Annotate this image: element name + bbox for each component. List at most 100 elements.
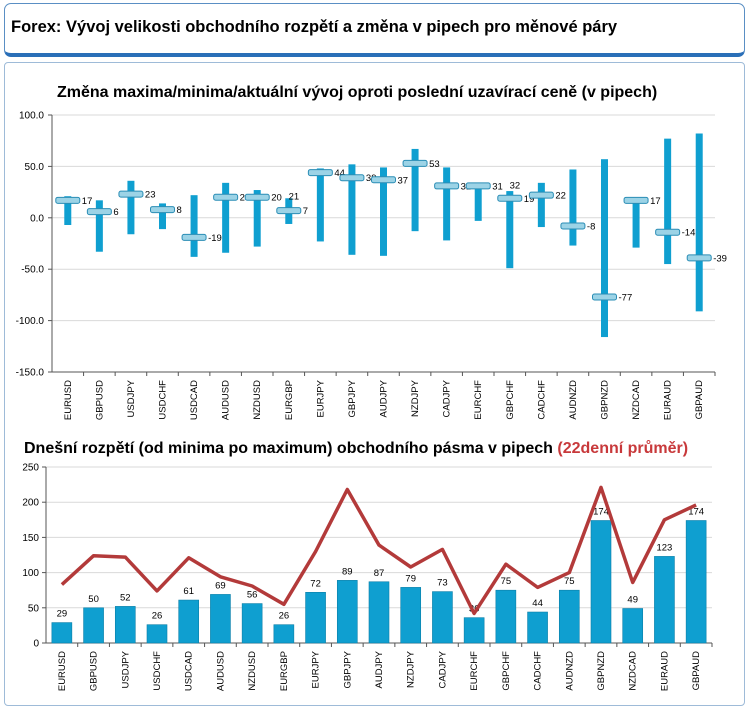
chart1-category-label: AUDUSD: [221, 380, 232, 420]
spread-bar-label: 73: [437, 578, 448, 589]
spread-bar: [83, 607, 104, 644]
current-marker: [528, 191, 554, 199]
chart1-category-label: EURUSD: [63, 380, 74, 420]
chart2-category-label: EURUSD: [57, 651, 68, 691]
current-value-label-extra: 32: [510, 180, 521, 191]
chart1-ytick-label: 100.0: [19, 111, 44, 122]
chart1-ytick-label: 50.0: [25, 162, 45, 173]
chart1-ytick-label: -100.0: [16, 316, 45, 327]
chart2-category-label: USDJPY: [120, 650, 131, 688]
spread-bar-label: 44: [532, 598, 543, 609]
range-bar: [64, 196, 72, 225]
chart2-category-label: GBPCHF: [501, 651, 512, 691]
average-line: [60, 485, 697, 616]
chart2-category-label: EURCHF: [469, 651, 480, 691]
range-bar: [474, 183, 482, 221]
chart2-ytick-label: 200: [22, 498, 39, 509]
spread-bar-label: 123: [656, 542, 672, 553]
spread-bar-label: 26: [152, 611, 163, 622]
spread-bar: [241, 603, 263, 644]
current-value-label: -77: [619, 292, 633, 303]
chart2-title-main: Dnešní rozpětí (od minima po maximum) ob…: [24, 440, 553, 457]
current-value-label: 23: [145, 190, 156, 201]
current-value-label: -39: [713, 253, 727, 264]
chart2-category-label: AUDUSD: [215, 651, 226, 691]
chart1-category-label: NZDCAD: [631, 380, 642, 420]
current-value-label: 22: [555, 191, 566, 202]
spread-bar-label: 174: [593, 507, 609, 518]
chart2-category-label: NZDUSD: [247, 651, 258, 691]
range-bar: [411, 148, 419, 232]
chart1-category-label: GBPAUD: [694, 380, 705, 420]
chart2-category-label: GBPNZD: [596, 651, 607, 691]
spread-bar: [654, 556, 675, 644]
range-bar: [664, 138, 672, 265]
spread-bar-label: 174: [688, 507, 704, 518]
chart1-ytick-label: -150.0: [16, 368, 45, 379]
spread-bar: [590, 520, 612, 644]
chart2-category-label: NZDCAD: [628, 651, 639, 691]
spread-bar-label: 49: [627, 595, 638, 606]
spread-bar-label: 89: [342, 566, 353, 577]
range-bar: [506, 191, 514, 269]
spread-bar-label: 79: [405, 573, 416, 584]
current-value-label-extra: 21: [289, 192, 300, 203]
range-bar: [253, 190, 261, 247]
chart1-title: Změna maxima/minima/aktuální vývoj oprot…: [57, 84, 657, 101]
current-marker: [307, 169, 333, 177]
chart1-category-label: EURJPY: [315, 379, 326, 417]
chart1-category-label: EURCHF: [473, 380, 484, 420]
spread-bar-label: 52: [120, 592, 131, 603]
spread-bar-label: 72: [310, 578, 321, 589]
current-value-label: -8: [587, 222, 595, 233]
current-marker: [623, 196, 649, 204]
spread-bar: [51, 622, 73, 644]
spread-bar-label: 75: [564, 576, 575, 587]
spread-bar: [400, 587, 422, 644]
range-bar: [222, 182, 230, 253]
chart1-category-label: EURAUD: [663, 380, 674, 420]
chart2-category-label: CADJPY: [437, 650, 448, 688]
chart1-category-label: GBPCHF: [505, 380, 516, 420]
chart2-category-label: CADCHF: [533, 651, 544, 691]
chart1-category-label: AUDNZD: [568, 380, 579, 420]
spread-bar: [432, 591, 453, 644]
range-bar: [190, 195, 198, 257]
chart2-title: Dnešní rozpětí (od minima po maximum) ob…: [24, 440, 688, 457]
current-marker: [402, 159, 428, 167]
range-bar: [348, 164, 356, 255]
chart2-category-label: GBPUSD: [89, 651, 100, 691]
spread-bar: [622, 608, 644, 644]
current-value-label: -19: [208, 233, 222, 244]
current-value-label: 44: [334, 168, 345, 179]
current-value-label: -14: [682, 228, 696, 239]
chart1-category-label: CADCHF: [536, 380, 547, 420]
current-marker: [86, 208, 112, 216]
chart1-category-label: CADJPY: [442, 379, 453, 417]
range-bar: [537, 182, 545, 228]
chart1-ytick-label: -50.0: [21, 265, 44, 276]
range-bar: [695, 133, 703, 312]
range-chart: 100.0 50.0 0.0 -50.0 -100.0 -150.0 17 EURUSD 6 GB…: [16, 111, 727, 421]
current-value-label: 7: [303, 206, 308, 217]
range-bar: [95, 200, 103, 252]
spread-bar-label: 26: [279, 611, 290, 622]
spread-bar: [685, 520, 707, 644]
chart2-category-label: EURJPY: [311, 650, 322, 688]
range-bar: [316, 168, 324, 242]
current-marker: [339, 174, 365, 182]
current-value-label: 31: [492, 181, 503, 192]
current-marker: [213, 193, 239, 201]
chart1-ytick-label: 0.0: [30, 213, 44, 224]
range-bar: [443, 167, 451, 241]
chart2-ytick-label: 50: [28, 603, 40, 614]
range-bar: [632, 199, 640, 248]
current-marker: [118, 190, 144, 198]
spread-bar-label: 50: [88, 594, 99, 605]
spread-bar-label: 56: [247, 590, 258, 601]
range-bar: [159, 203, 166, 230]
spread-bar: [368, 581, 390, 644]
current-marker: [371, 176, 396, 184]
current-marker: [592, 293, 617, 301]
spread-bar-label: 61: [183, 586, 194, 597]
